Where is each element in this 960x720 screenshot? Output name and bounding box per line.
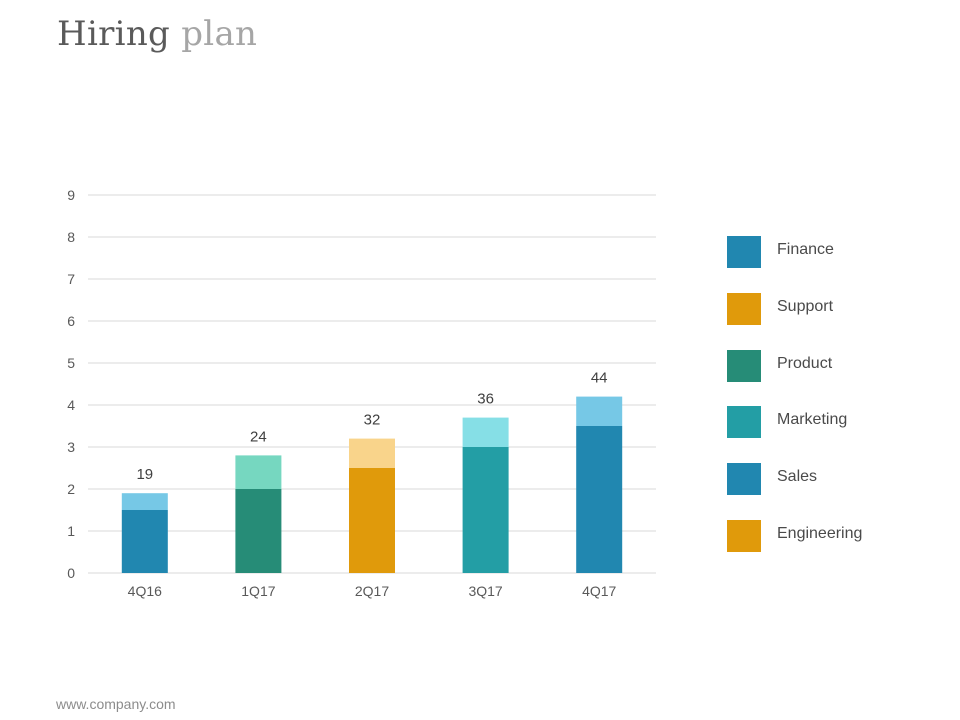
y-tick-label: 2 — [67, 481, 75, 497]
legend-label: Sales — [777, 468, 818, 486]
legend-item: Finance — [727, 236, 927, 268]
title-accent: plan — [181, 14, 258, 54]
bar-segment-top — [576, 396, 623, 426]
bar-segment-top — [121, 493, 168, 510]
legend-swatch — [727, 463, 761, 496]
page-title: Hiring plan — [57, 14, 257, 54]
x-tick-label: 2Q17 — [355, 583, 389, 599]
y-tick-label: 5 — [67, 355, 75, 371]
legend-label: Marketing — [777, 411, 848, 429]
x-tick-label: 4Q16 — [128, 583, 162, 599]
y-tick-label: 9 — [67, 187, 75, 203]
legend-swatch — [727, 236, 761, 268]
legend-label: Support — [777, 297, 834, 315]
bar-segment-bottom — [462, 447, 509, 573]
bar-segment-top — [462, 417, 509, 447]
y-tick-label: 1 — [67, 523, 75, 539]
title-main: Hiring — [57, 14, 171, 54]
legend-swatch — [727, 520, 761, 552]
x-tick-label: 4Q17 — [582, 583, 616, 599]
y-tick-label: 7 — [67, 271, 75, 287]
legend-label: Finance — [777, 241, 834, 258]
legend-item: Sales — [727, 463, 927, 496]
legend-item: Product — [727, 349, 927, 382]
footer-url: www.company.com — [56, 696, 176, 712]
y-tick-label: 4 — [67, 397, 75, 413]
bar-segment-bottom — [576, 426, 623, 573]
y-tick-label: 8 — [67, 229, 75, 245]
legend-swatch — [727, 406, 761, 439]
y-tick-label: 3 — [67, 439, 75, 455]
bar-total-label: 36 — [477, 391, 494, 408]
bar-total-label: 32 — [364, 412, 381, 429]
bar-segment-top — [349, 438, 395, 468]
legend-item: Support — [727, 292, 927, 325]
legend-item: Engineering — [727, 520, 927, 552]
legend-swatch — [727, 292, 761, 325]
x-tick-label: 3Q17 — [468, 583, 502, 599]
legend-item: Marketing — [727, 406, 927, 439]
y-tick-label: 6 — [67, 313, 75, 329]
bar-segment-bottom — [121, 510, 168, 573]
legend-swatch — [727, 349, 761, 382]
bar-segment-bottom — [235, 489, 282, 573]
legend-label: Engineering — [777, 525, 863, 542]
bar-total-label: 19 — [136, 466, 153, 483]
bar-segment-top — [235, 455, 282, 489]
bar-segment-bottom — [349, 468, 395, 573]
bar-total-label: 44 — [591, 370, 608, 387]
legend-label: Product — [777, 354, 833, 372]
bar-total-label: 24 — [250, 428, 267, 445]
x-tick-label: 1Q17 — [241, 583, 275, 599]
y-tick-label: 0 — [67, 565, 75, 581]
